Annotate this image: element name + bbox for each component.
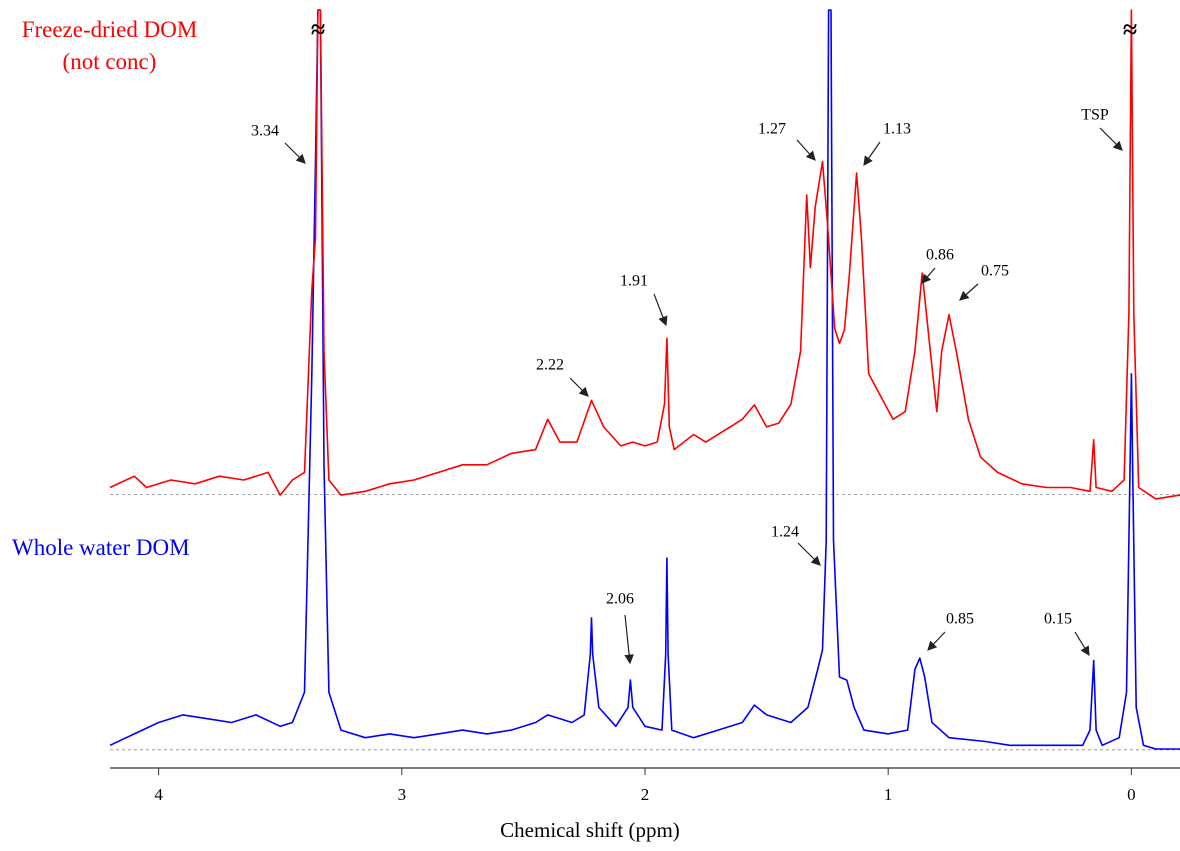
legend-red: Freeze-dried DOM (not conc)	[21, 17, 198, 74]
annotation-arrow	[653, 293, 668, 327]
annotation-arrow	[569, 377, 589, 397]
annotation: 1.91	[620, 273, 648, 290]
annotation-arrow	[927, 631, 946, 651]
axis-break: ≈	[1123, 15, 1137, 44]
spectrum-line	[109, 9, 1180, 500]
legend-blue: Whole water DOM	[12, 535, 190, 560]
annotation: 0.85	[946, 611, 974, 628]
annotation-arrow	[1099, 127, 1123, 151]
annotation-arrow	[863, 141, 881, 166]
x-tick-label: 4	[154, 785, 163, 804]
annotation: 1.27	[758, 121, 786, 138]
x-tick-label: 1	[884, 785, 893, 804]
axis-break: ≈	[311, 15, 325, 44]
spectrum-line	[109, 9, 1180, 750]
annotation-arrow	[1074, 631, 1090, 657]
x-tick-label: 2	[641, 785, 650, 804]
annotation-arrow	[797, 542, 821, 566]
annotation: 1.24	[771, 524, 799, 541]
annotation-arrow	[921, 267, 936, 284]
annotation-arrow	[284, 142, 306, 164]
annotation: 0.15	[1044, 611, 1072, 628]
x-axis-label: Chemical shift (ppm)	[500, 818, 680, 842]
annotation: 3.34	[251, 123, 279, 140]
annotation: TSP	[1081, 107, 1109, 124]
annotation: 2.06	[606, 591, 634, 608]
annotation: 1.13	[883, 121, 911, 138]
x-tick-label: 3	[398, 785, 407, 804]
annotation: 0.75	[981, 263, 1009, 280]
annotation: 2.22	[536, 357, 564, 374]
annotation-arrow	[624, 614, 634, 665]
x-tick-label: 0	[1127, 785, 1136, 804]
annotation: 0.86	[926, 247, 954, 264]
annotation-arrow	[796, 139, 816, 161]
annotation-arrow	[959, 283, 979, 301]
